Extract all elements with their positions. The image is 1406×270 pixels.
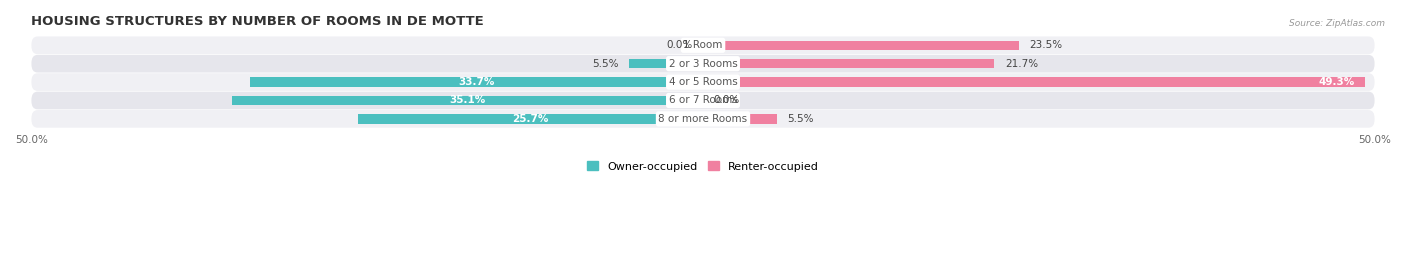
FancyBboxPatch shape xyxy=(31,110,1375,128)
Bar xyxy=(357,114,703,124)
Text: 4 or 5 Rooms: 4 or 5 Rooms xyxy=(669,77,737,87)
Legend: Owner-occupied, Renter-occupied: Owner-occupied, Renter-occupied xyxy=(582,157,824,176)
Text: 6 or 7 Rooms: 6 or 7 Rooms xyxy=(669,96,737,106)
Text: 0.0%: 0.0% xyxy=(666,40,692,50)
Text: 5.5%: 5.5% xyxy=(787,114,814,124)
FancyBboxPatch shape xyxy=(31,55,1375,73)
Bar xyxy=(703,114,778,124)
Bar xyxy=(703,59,994,69)
Text: HOUSING STRUCTURES BY NUMBER OF ROOMS IN DE MOTTE: HOUSING STRUCTURES BY NUMBER OF ROOMS IN… xyxy=(31,15,484,28)
Text: 25.7%: 25.7% xyxy=(512,114,548,124)
Text: 49.3%: 49.3% xyxy=(1319,77,1354,87)
Text: 2 or 3 Rooms: 2 or 3 Rooms xyxy=(669,59,737,69)
Text: 1 Room: 1 Room xyxy=(683,40,723,50)
Text: 5.5%: 5.5% xyxy=(592,59,619,69)
Bar xyxy=(250,77,703,87)
FancyBboxPatch shape xyxy=(31,92,1375,109)
Text: 0.0%: 0.0% xyxy=(714,96,740,106)
Bar xyxy=(232,96,703,105)
FancyBboxPatch shape xyxy=(31,73,1375,91)
FancyBboxPatch shape xyxy=(31,36,1375,54)
Bar xyxy=(703,40,1018,50)
Bar xyxy=(703,77,1365,87)
Bar xyxy=(628,59,703,69)
Text: 35.1%: 35.1% xyxy=(449,96,485,106)
Text: 23.5%: 23.5% xyxy=(1029,40,1063,50)
Text: Source: ZipAtlas.com: Source: ZipAtlas.com xyxy=(1289,19,1385,28)
Text: 21.7%: 21.7% xyxy=(1005,59,1038,69)
Text: 8 or more Rooms: 8 or more Rooms xyxy=(658,114,748,124)
Text: 33.7%: 33.7% xyxy=(458,77,495,87)
